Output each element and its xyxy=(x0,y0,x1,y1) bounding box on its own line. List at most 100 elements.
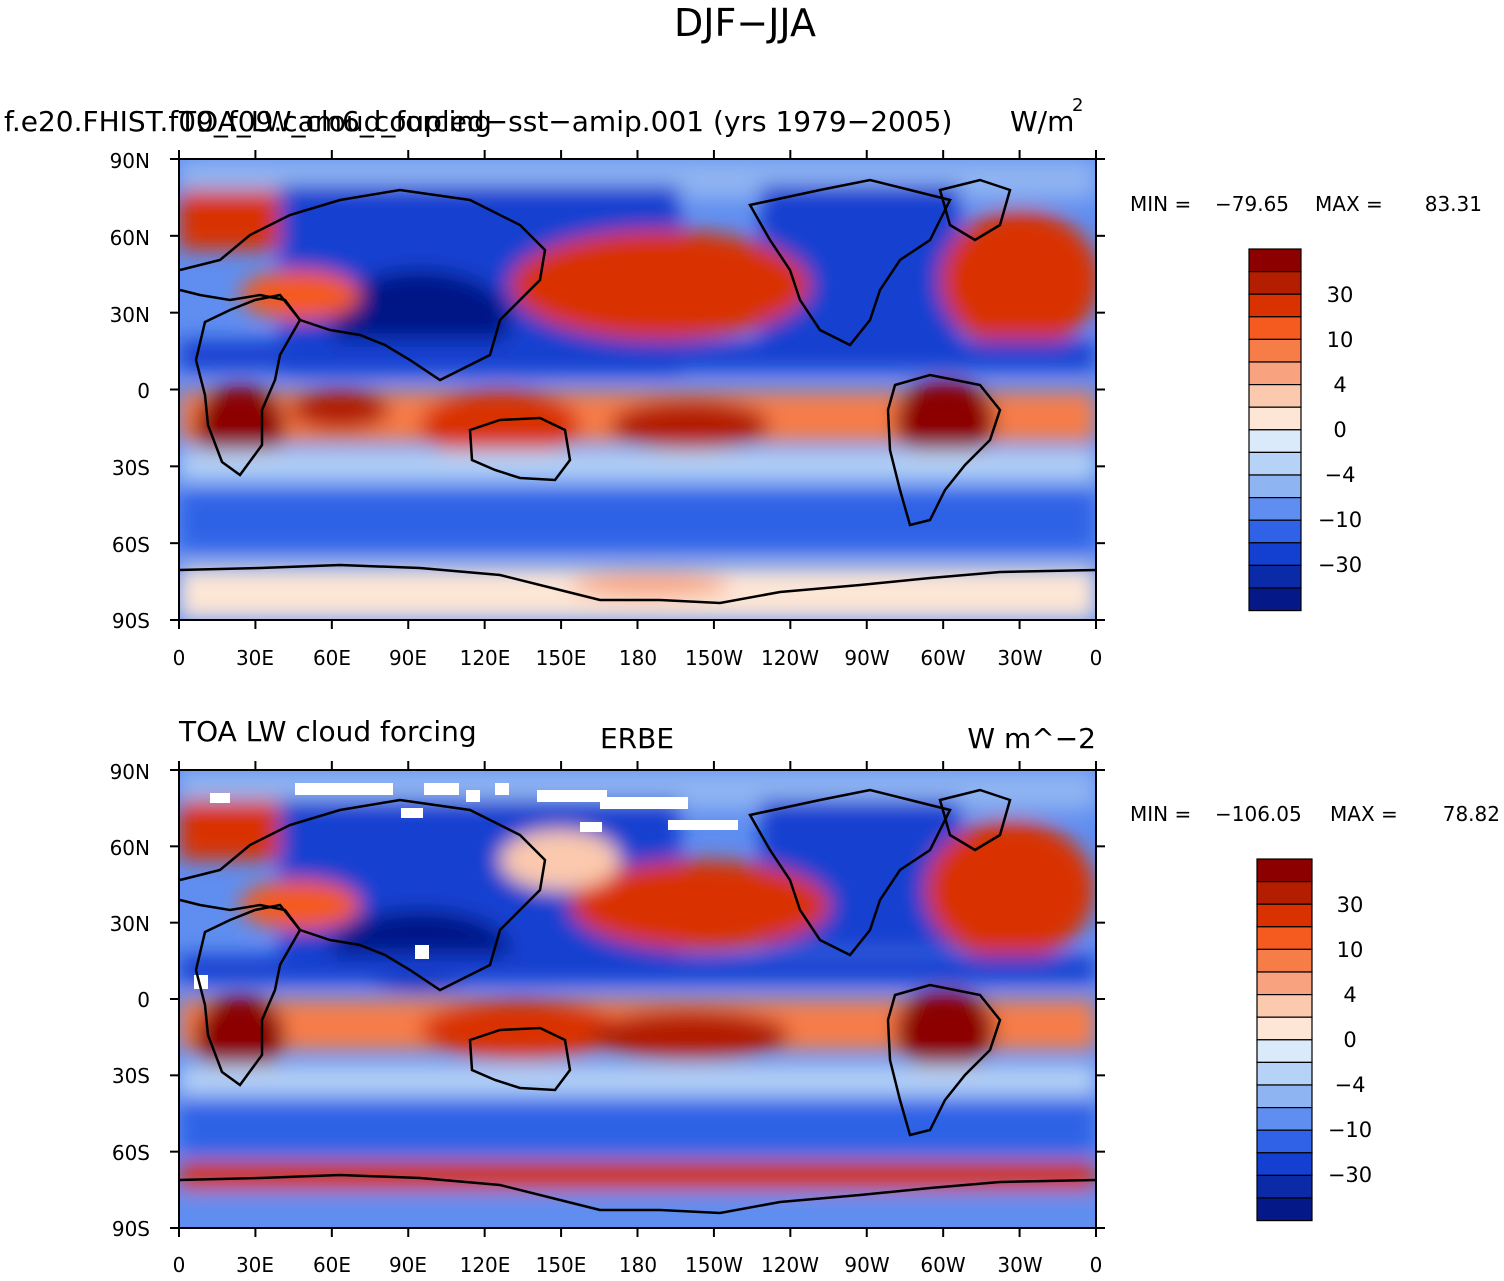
max-label: MAX = xyxy=(1315,192,1383,216)
panel-observed: TOA LW cloud forcing ERBE W m^−2 xyxy=(110,715,1500,1277)
colorbar-label: −30 xyxy=(1318,553,1362,577)
panel-title-dataset: ERBE xyxy=(600,722,674,755)
colorbar-swatch xyxy=(1248,519,1302,544)
y-tick-label: 90N xyxy=(110,760,150,784)
colorbar-swatch xyxy=(1248,384,1302,408)
colorbar-swatch xyxy=(1256,880,1313,905)
y-tick-label: 0 xyxy=(137,988,150,1012)
colorbar-swatch xyxy=(1256,926,1313,950)
colorbar-swatch xyxy=(1248,338,1302,363)
colorbar-label: 30 xyxy=(1327,283,1354,307)
colorbar-swatch xyxy=(1256,858,1313,883)
x-tick-label: 60W xyxy=(920,646,965,670)
map-field xyxy=(179,770,1096,1228)
colorbar-label: −10 xyxy=(1318,508,1362,532)
x-tick-label: 150W xyxy=(685,1253,743,1277)
panel-title-run: f.e20.FHIST.f09_f09.cam6_coupled−sst−ami… xyxy=(4,105,952,138)
colorbar-swatch xyxy=(1256,1106,1313,1131)
x-tick-label: 90E xyxy=(389,646,427,670)
colorbar-swatch xyxy=(1256,971,1313,996)
colorbar-label: 10 xyxy=(1337,938,1364,962)
colorbar-swatch xyxy=(1248,587,1302,612)
min-label: MIN = xyxy=(1130,802,1191,826)
colorbar-swatch xyxy=(1248,497,1302,521)
colorbar-swatch xyxy=(1248,271,1302,295)
y-tick-label: 30N xyxy=(110,912,150,936)
colorbar-swatch xyxy=(1248,542,1302,566)
max-label: MAX = xyxy=(1330,802,1398,826)
panel-title-var: TOA LW cloud forcing xyxy=(178,715,477,748)
y-tick-label: 30S xyxy=(112,456,150,480)
colorbar-label: −4 xyxy=(1325,463,1356,487)
colorbar-swatch xyxy=(1256,1084,1313,1109)
colorbar-label: −10 xyxy=(1328,1118,1372,1142)
x-tick-label: 120E xyxy=(460,1253,511,1277)
colorbar-swatch xyxy=(1256,1152,1313,1177)
missing-data xyxy=(194,783,738,989)
panel-title-units: W/m xyxy=(1010,105,1074,138)
coastlines xyxy=(179,788,1096,1215)
x-tick-label: 60W xyxy=(920,1253,965,1277)
colorbar-label: −30 xyxy=(1328,1163,1372,1187)
min-label: MIN = xyxy=(1130,192,1191,216)
x-tick-label: 150E xyxy=(536,1253,587,1277)
x-tick-label: 0 xyxy=(173,646,186,670)
y-tick-label: 0 xyxy=(137,379,150,403)
x-tick-label: 30E xyxy=(236,1253,274,1277)
min-value: −106.05 xyxy=(1215,802,1302,826)
y-tick-label: 90S xyxy=(112,609,150,633)
colorbar-label: 0 xyxy=(1333,418,1346,442)
x-tick-label: 60E xyxy=(313,1253,351,1277)
y-tick-label: 90S xyxy=(112,1217,150,1241)
x-tick-label: 0 xyxy=(1090,646,1103,670)
colorbar-swatch xyxy=(1248,293,1302,318)
x-tick-label: 180 xyxy=(619,1253,657,1277)
y-tick-label: 30S xyxy=(112,1064,150,1088)
x-tick-label: 30W xyxy=(997,646,1042,670)
axis-ticks xyxy=(170,150,1105,629)
panel-title-var: TOA_LW_cloud_forcing xyxy=(178,105,492,138)
x-tick-label: 180 xyxy=(619,646,657,670)
min-value: −79.65 xyxy=(1215,192,1289,216)
x-tick-label: 120E xyxy=(460,646,511,670)
x-tick-label: 120W xyxy=(761,646,819,670)
colorbar-swatch xyxy=(1256,1197,1313,1222)
colorbar-swatch xyxy=(1256,1129,1313,1154)
x-tick-label: 30W xyxy=(997,1253,1042,1277)
colorbar-swatch xyxy=(1248,316,1302,340)
y-tick-label: 90N xyxy=(110,149,150,173)
x-tick-label: 90E xyxy=(389,1253,427,1277)
x-tick-label: 0 xyxy=(1090,1253,1103,1277)
colorbar-swatch xyxy=(1248,429,1302,453)
x-tick-label: 90W xyxy=(844,1253,889,1277)
y-tick-label: 60S xyxy=(112,533,150,557)
colorbar xyxy=(1248,248,1302,612)
x-tick-label: 30E xyxy=(236,646,274,670)
colorbar-label: −4 xyxy=(1335,1073,1366,1097)
y-tick-label: 60N xyxy=(110,226,150,250)
figure-title: DJF−JJA xyxy=(674,1,816,45)
colorbar-swatch xyxy=(1248,564,1302,589)
max-value: 83.31 xyxy=(1425,192,1482,216)
y-tick-label: 30N xyxy=(110,303,150,327)
y-tick-label: 60N xyxy=(110,836,150,860)
colorbar-swatch xyxy=(1248,451,1302,476)
panel-title-units-sup: 2 xyxy=(1072,95,1083,116)
x-tick-label: 60E xyxy=(313,646,351,670)
x-tick-label: 150E xyxy=(536,646,587,670)
colorbar-label: 4 xyxy=(1333,373,1346,397)
colorbar-swatch xyxy=(1256,1016,1313,1041)
max-value: 78.82 xyxy=(1443,802,1500,826)
colorbar-swatch xyxy=(1256,1061,1313,1086)
colorbar-swatch xyxy=(1256,903,1313,928)
colorbar-swatch xyxy=(1248,474,1302,499)
colorbar-swatch xyxy=(1248,406,1302,431)
colorbar-label: 30 xyxy=(1337,893,1364,917)
colorbar-swatch xyxy=(1256,1039,1313,1064)
coastlines xyxy=(179,178,1096,605)
x-tick-label: 90W xyxy=(844,646,889,670)
x-tick-label: 150W xyxy=(685,646,743,670)
colorbar xyxy=(1256,858,1313,1222)
x-tick-label: 120W xyxy=(761,1253,819,1277)
